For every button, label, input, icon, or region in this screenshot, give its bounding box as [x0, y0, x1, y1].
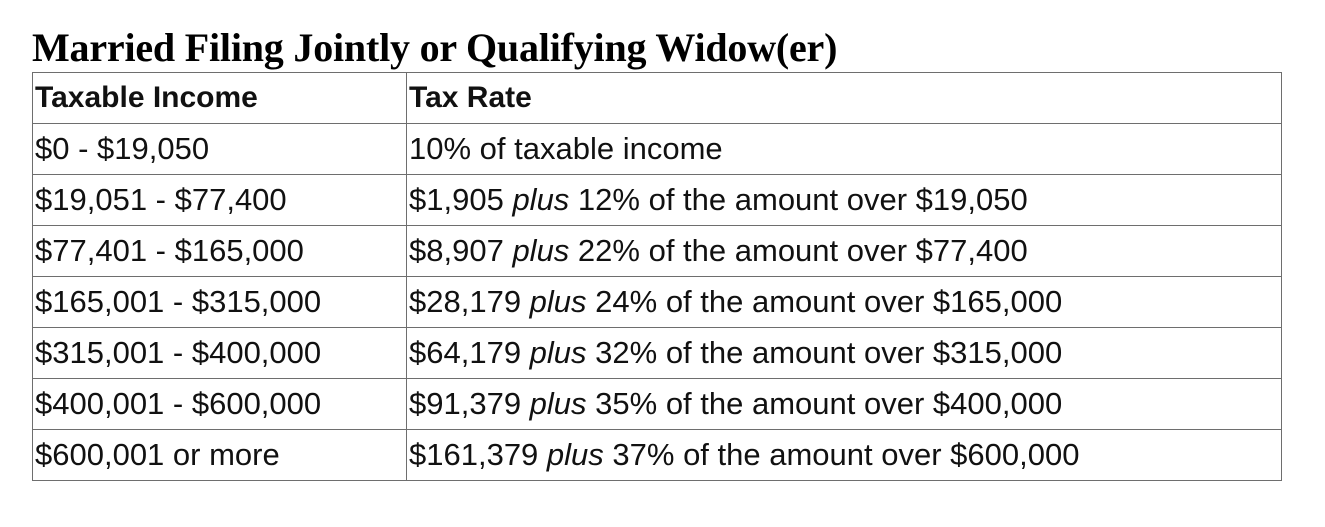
plus-word: plus	[529, 335, 587, 370]
plus-word: plus	[529, 386, 587, 421]
page: Married Filing Jointly or Qualifying Wid…	[32, 24, 1282, 481]
plus-word: plus	[512, 233, 570, 268]
rate-text: 32% of the amount over $315,000	[586, 335, 1063, 370]
rate-text: 24% of the amount over $165,000	[586, 284, 1063, 319]
table-row: $315,001 - $400,000 $64,179 plus 32% of …	[32, 327, 1282, 379]
income-range-cell: $77,401 - $165,000	[32, 225, 407, 277]
base-amount: $161,379	[409, 437, 547, 472]
rate-text: 35% of the amount over $400,000	[586, 386, 1063, 421]
income-range-cell: $315,001 - $400,000	[32, 327, 407, 379]
base-amount: $28,179	[409, 284, 530, 319]
tax-rate-cell: $64,179 plus 32% of the amount over $315…	[406, 327, 1282, 379]
rate-text: 12% of the amount over $19,050	[569, 182, 1028, 217]
income-range-cell: $165,001 - $315,000	[32, 276, 407, 328]
base-amount: $8,907	[409, 233, 513, 268]
tax-rate-cell: 10% of taxable income	[406, 123, 1282, 175]
tax-rate-cell: $91,379 plus 35% of the amount over $400…	[406, 378, 1282, 430]
table-row: $77,401 - $165,000 $8,907 plus 22% of th…	[32, 225, 1282, 277]
tax-rate-cell: $161,379 plus 37% of the amount over $60…	[406, 429, 1282, 481]
base-amount: $64,179	[409, 335, 530, 370]
tax-rate-cell: $8,907 plus 22% of the amount over $77,4…	[406, 225, 1282, 277]
income-range-cell: $0 - $19,050	[32, 123, 407, 175]
base-amount: $1,905	[409, 182, 513, 217]
plus-word: plus	[529, 284, 587, 319]
table-title: Married Filing Jointly or Qualifying Wid…	[32, 25, 838, 70]
income-range-cell: $600,001 or more	[32, 429, 407, 481]
table-row: $19,051 - $77,400 $1,905 plus 12% of the…	[32, 174, 1282, 226]
tax-bracket-table: Taxable Income Tax Rate $0 - $19,050 10%…	[32, 72, 1282, 481]
rate-text: 37% of the amount over $600,000	[603, 437, 1080, 472]
table-row: $600,001 or more $161,379 plus 37% of th…	[32, 429, 1282, 481]
plus-word: plus	[512, 182, 570, 217]
table-row: $165,001 - $315,000 $28,179 plus 24% of …	[32, 276, 1282, 328]
tax-rate-text: 10% of taxable income	[409, 131, 723, 166]
header-taxable-income: Taxable Income	[32, 72, 407, 124]
table-header-row: Taxable Income Tax Rate	[32, 72, 1282, 124]
income-range-cell: $19,051 - $77,400	[32, 174, 407, 226]
table-row: $400,001 - $600,000 $91,379 plus 35% of …	[32, 378, 1282, 430]
plus-word: plus	[546, 437, 604, 472]
header-tax-rate: Tax Rate	[406, 72, 1282, 124]
table-row: $0 - $19,050 10% of taxable income	[32, 123, 1282, 175]
rate-text: 22% of the amount over $77,400	[569, 233, 1028, 268]
tax-rate-cell: $1,905 plus 12% of the amount over $19,0…	[406, 174, 1282, 226]
income-range-cell: $400,001 - $600,000	[32, 378, 407, 430]
base-amount: $91,379	[409, 386, 530, 421]
tax-rate-cell: $28,179 plus 24% of the amount over $165…	[406, 276, 1282, 328]
